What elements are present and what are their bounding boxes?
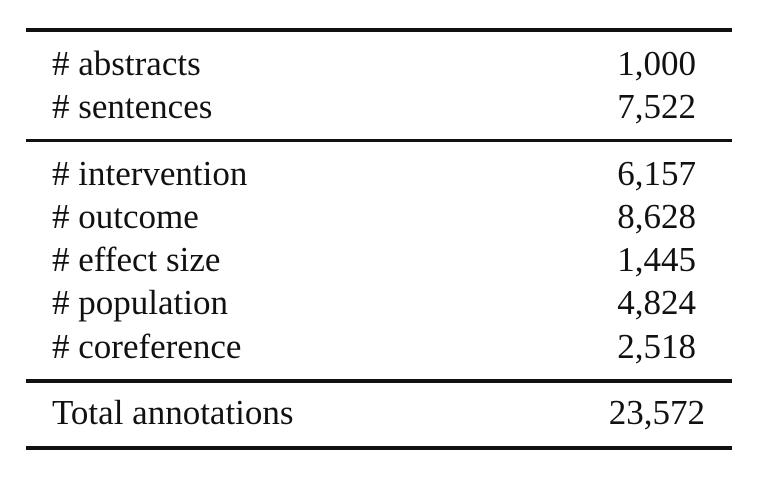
- total-row: Total annotations 23,572: [0, 391, 758, 435]
- total-label: Total annotations: [52, 393, 294, 432]
- table-row: # coreference 2,518: [0, 325, 758, 369]
- mid-rule: [26, 139, 732, 142]
- table-row: # intervention 6,157: [0, 152, 758, 196]
- row-label: # intervention: [52, 154, 248, 193]
- row-value: 7,522: [617, 87, 696, 126]
- top-rule: [26, 28, 732, 32]
- row-value: 6,157: [617, 154, 696, 193]
- bottom-rule: [26, 446, 732, 450]
- row-label: # outcome: [52, 197, 199, 236]
- row-value: 4,824: [617, 283, 696, 322]
- row-value: 1,445: [617, 240, 696, 279]
- table-row: # effect size 1,445: [0, 238, 758, 282]
- row-label: # effect size: [52, 240, 221, 279]
- row-label: # sentences: [52, 87, 213, 126]
- row-value: 1,000: [617, 44, 696, 83]
- table-row: # outcome 8,628: [0, 195, 758, 239]
- table-row: # sentences 7,522: [0, 85, 758, 129]
- total-value: 23,572: [608, 393, 705, 432]
- table-row: # abstracts 1,000: [0, 42, 758, 86]
- row-value: 8,628: [617, 197, 696, 236]
- row-value: 2,518: [617, 327, 696, 366]
- table-row: # population 4,824: [0, 281, 758, 325]
- row-label: # coreference: [52, 327, 242, 366]
- total-rule: [26, 379, 732, 383]
- row-label: # population: [52, 283, 228, 322]
- row-label: # abstracts: [52, 44, 201, 83]
